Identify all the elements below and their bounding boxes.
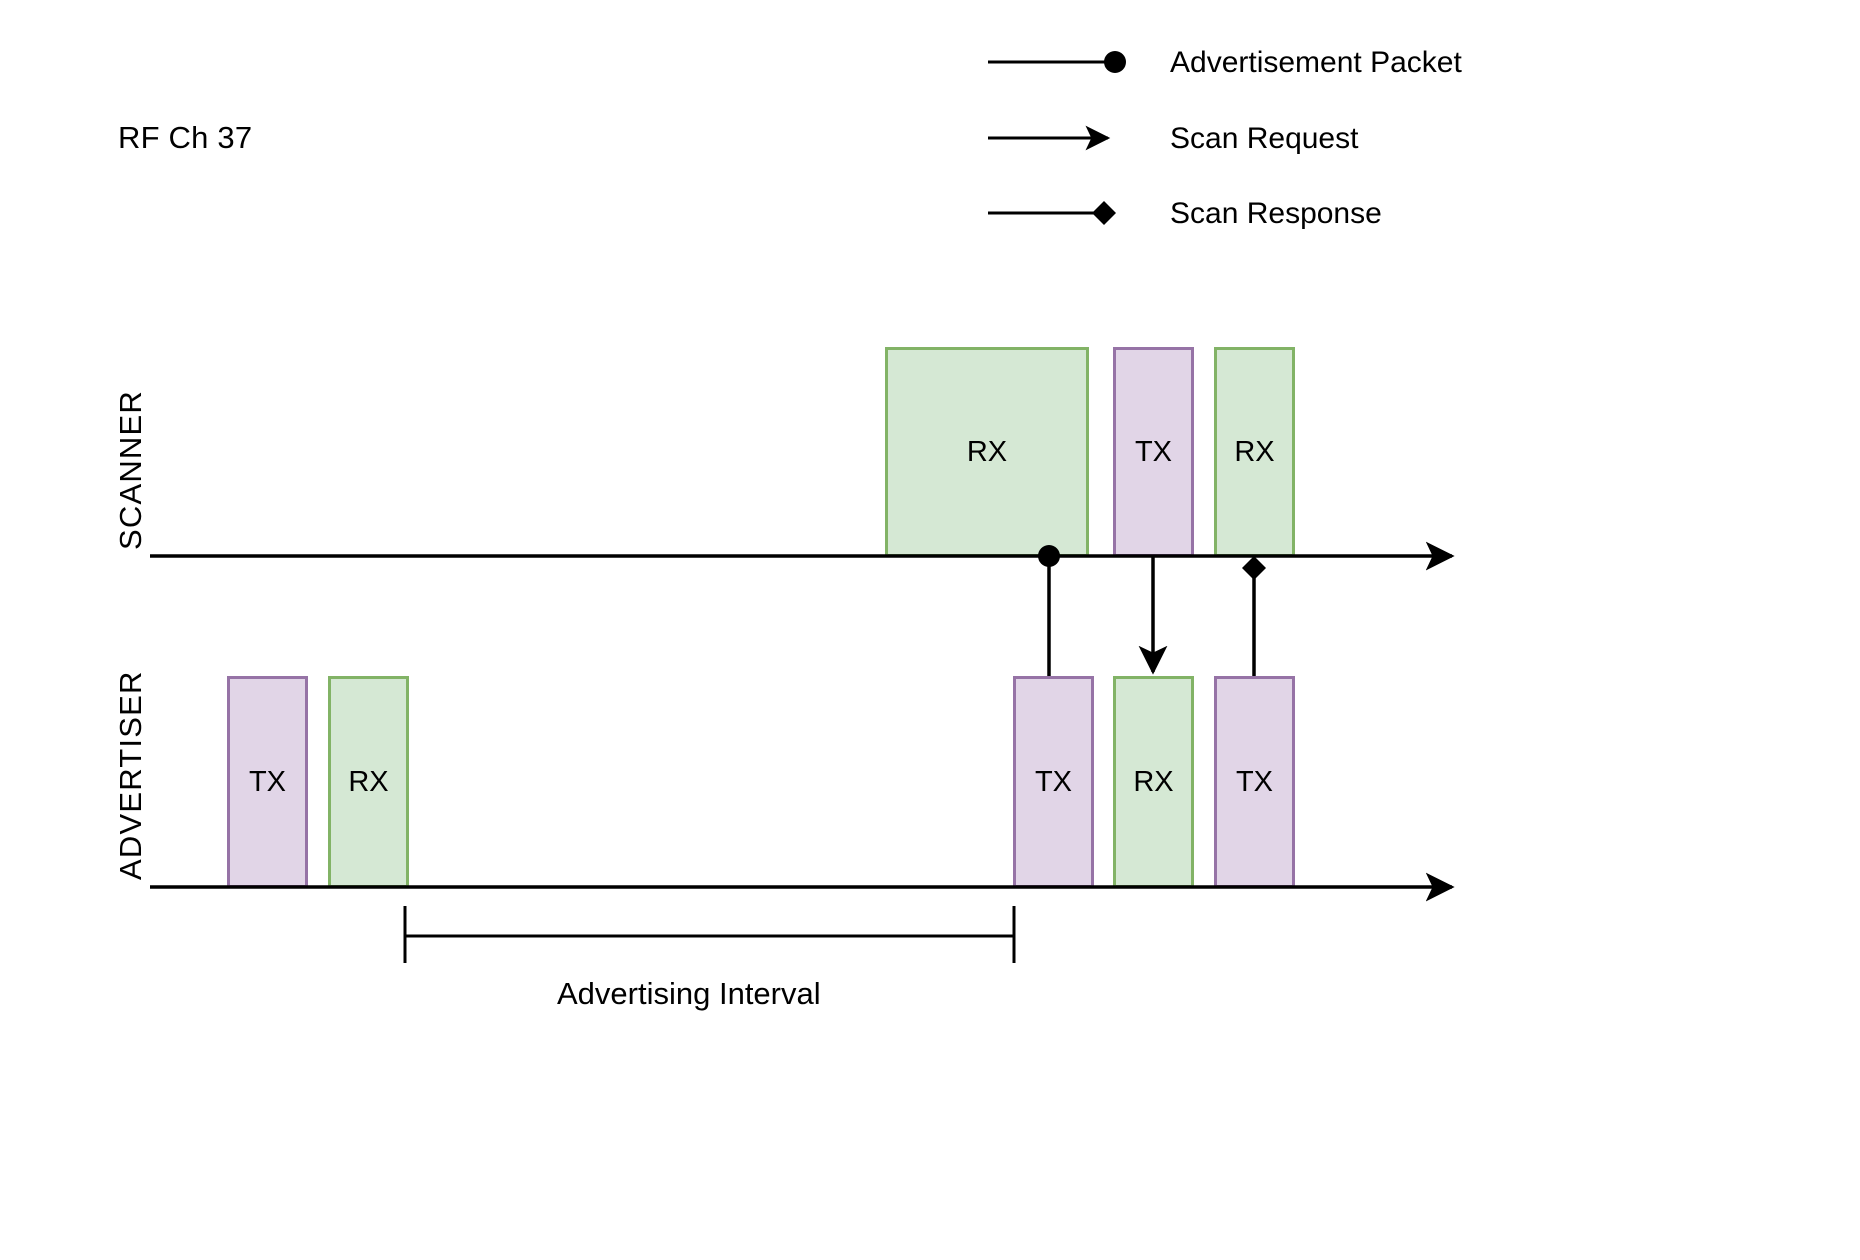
advertising-interval-label: Advertising Interval: [557, 976, 821, 1011]
block-label: RX: [1234, 435, 1275, 468]
block-label: TX: [248, 765, 287, 798]
scanner-block-rx-1: RX: [885, 347, 1089, 557]
block-label: TX: [1134, 435, 1173, 468]
block-label: TX: [1235, 765, 1274, 798]
row-label-scanner: SCANNER: [113, 390, 148, 550]
advertiser-block-rx-1: RX: [328, 676, 409, 888]
scanner-block-rx-2: RX: [1214, 347, 1295, 557]
advertiser-block-tx-2: TX: [1013, 676, 1094, 888]
advertisement-packet-connector: [1038, 545, 1060, 676]
circle-marker: [1104, 51, 1126, 73]
block-label: RX: [348, 765, 389, 798]
scanner-block-tx-1: TX: [1113, 347, 1194, 557]
advertising-interval-measure: [403, 906, 1016, 963]
block-label: TX: [1034, 765, 1073, 798]
advertiser-block-tx-1: TX: [227, 676, 308, 888]
diamond-marker: [1242, 556, 1266, 580]
scan-response-connector: [1242, 556, 1266, 676]
block-label: RX: [1133, 765, 1174, 798]
legend-scan-response-glyph: [988, 201, 1116, 225]
legend-label-scan-request: Scan Request: [1170, 122, 1359, 155]
legend-label-advertisement-packet: Advertisement Packet: [1170, 46, 1462, 79]
legend-advertisement-packet-glyph: [988, 51, 1126, 73]
block-label: RX: [966, 435, 1008, 468]
legend-label-scan-response: Scan Response: [1170, 197, 1382, 230]
row-label-advertiser: ADVERTISER: [113, 670, 148, 880]
channel-label: RF Ch 37: [118, 120, 253, 155]
diamond-marker: [1092, 201, 1116, 225]
advertiser-block-tx-3: TX: [1214, 676, 1295, 888]
advertiser-block-rx-2: RX: [1113, 676, 1194, 888]
